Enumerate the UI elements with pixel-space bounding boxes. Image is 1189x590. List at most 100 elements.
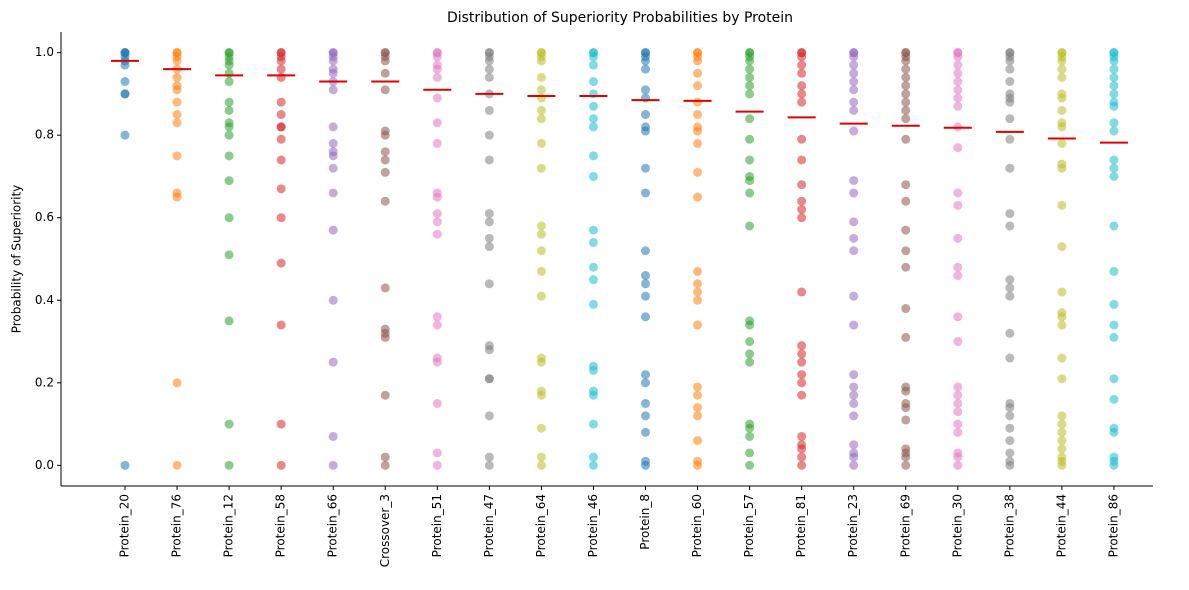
point xyxy=(693,295,703,305)
point xyxy=(536,423,546,433)
point xyxy=(745,320,755,330)
point xyxy=(1109,81,1119,91)
point xyxy=(745,134,755,144)
point xyxy=(484,209,494,219)
point xyxy=(1005,403,1015,413)
y-axis-label: Probability of Superiority xyxy=(10,185,24,334)
point xyxy=(693,110,703,120)
point xyxy=(432,192,442,202)
point xyxy=(901,386,911,396)
point xyxy=(1057,163,1067,173)
point xyxy=(953,101,963,111)
point xyxy=(641,411,650,421)
point xyxy=(380,85,390,95)
point xyxy=(484,345,494,355)
point xyxy=(536,221,546,231)
point xyxy=(797,204,807,214)
point xyxy=(1005,411,1015,421)
point xyxy=(953,407,963,417)
point xyxy=(1057,105,1067,115)
point xyxy=(1109,332,1119,342)
point xyxy=(224,77,234,87)
point xyxy=(484,374,494,384)
point xyxy=(276,56,286,66)
x-tick-label: Protein_30 xyxy=(950,494,964,557)
point xyxy=(1005,64,1015,74)
point xyxy=(953,85,963,95)
point xyxy=(901,452,911,462)
point xyxy=(1057,320,1067,330)
point xyxy=(1109,427,1119,437)
point xyxy=(380,155,390,165)
point xyxy=(1057,374,1067,384)
point xyxy=(432,229,442,239)
point xyxy=(953,60,963,70)
point xyxy=(953,452,963,462)
point xyxy=(953,77,963,87)
point xyxy=(797,81,807,91)
point xyxy=(536,85,546,95)
point xyxy=(276,460,286,470)
point xyxy=(745,188,755,198)
x-tick-label: Protein_8 xyxy=(638,494,652,550)
point xyxy=(641,291,650,301)
point xyxy=(1005,423,1015,433)
x-tick-label: Protein_58 xyxy=(274,494,288,557)
point xyxy=(849,246,859,256)
point xyxy=(745,357,755,367)
point xyxy=(224,419,234,429)
point xyxy=(797,180,807,190)
point xyxy=(693,279,703,289)
point xyxy=(432,93,442,103)
point xyxy=(120,89,130,99)
point xyxy=(276,64,286,74)
point xyxy=(901,56,911,66)
point xyxy=(380,452,390,462)
point xyxy=(328,151,338,161)
point xyxy=(745,423,755,433)
x-tick-label: Protein_47 xyxy=(482,494,496,557)
point xyxy=(224,460,234,470)
point xyxy=(797,357,807,367)
point xyxy=(797,60,807,70)
point xyxy=(536,229,546,239)
point xyxy=(276,213,286,223)
point xyxy=(588,299,598,309)
point xyxy=(328,357,338,367)
point xyxy=(953,52,963,62)
point xyxy=(641,56,650,66)
point xyxy=(484,452,494,462)
point xyxy=(484,242,494,252)
point xyxy=(380,332,390,342)
point xyxy=(224,151,234,161)
point xyxy=(276,122,286,132)
point xyxy=(641,427,650,437)
x-tick-label: Protein_44 xyxy=(1054,494,1068,557)
point xyxy=(901,196,911,206)
point xyxy=(1057,138,1067,148)
point xyxy=(536,93,546,103)
point xyxy=(120,130,130,140)
point xyxy=(1005,328,1015,338)
point xyxy=(588,171,598,181)
point xyxy=(536,390,546,400)
point xyxy=(953,427,963,437)
point xyxy=(797,431,807,441)
point xyxy=(693,56,703,66)
point xyxy=(588,101,598,111)
point xyxy=(276,72,286,82)
point xyxy=(276,184,286,194)
point xyxy=(1057,242,1067,252)
y-tick-label: 0.4 xyxy=(35,293,54,307)
point xyxy=(745,460,755,470)
point xyxy=(588,237,598,247)
point xyxy=(432,138,442,148)
point xyxy=(588,225,598,235)
x-tick-label: Protein_81 xyxy=(794,494,808,557)
point xyxy=(120,77,130,87)
point xyxy=(745,72,755,82)
point xyxy=(745,89,755,99)
x-tick-label: Protein_69 xyxy=(898,494,912,557)
point xyxy=(849,52,859,62)
